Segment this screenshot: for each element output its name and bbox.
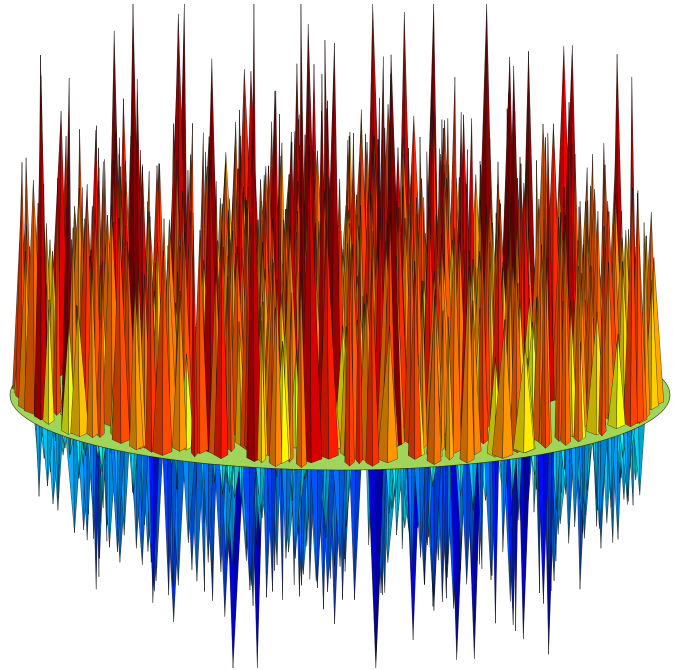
- upper-spike: [630, 187, 638, 428]
- upper-spike: [281, 341, 290, 465]
- upper-spike: [192, 213, 199, 458]
- upper-spike: [547, 133, 555, 404]
- upper-spike: [48, 299, 55, 425]
- upper-spike: [414, 261, 422, 460]
- upper-spike: [601, 225, 606, 437]
- upper-spike: [564, 223, 572, 446]
- upper-spike: [162, 250, 173, 456]
- upper-spike: [452, 228, 462, 455]
- upper-spike: [275, 279, 283, 468]
- upper-spike: [77, 306, 90, 438]
- upper-spike: [577, 265, 583, 443]
- upper-spike: [466, 266, 475, 464]
- upper-spike: [56, 178, 61, 417]
- upper-spike: [199, 230, 209, 455]
- upper-spike: [348, 223, 355, 467]
- upper-spikes: [12, 3, 664, 469]
- upper-spike: [91, 262, 99, 439]
- upper-spike: [543, 219, 551, 449]
- upper-spike: [650, 279, 659, 411]
- upper-spike: [371, 258, 380, 467]
- upper-spike: [616, 334, 626, 430]
- upper-spike: [179, 290, 188, 452]
- upper-spike: [358, 226, 363, 465]
- upper-spike: [441, 310, 445, 452]
- upper-spike: [387, 326, 398, 464]
- upper-spike: [481, 215, 489, 445]
- upper-spike: [523, 344, 535, 454]
- upper-spike: [472, 300, 482, 456]
- upper-spike: [421, 280, 428, 450]
- upper-spike: [447, 316, 454, 461]
- upper-spike: [99, 261, 105, 439]
- upper-spike: [309, 145, 323, 464]
- upper-spike: [118, 218, 131, 444]
- upper-spike: [260, 320, 267, 464]
- upper-spike: [300, 271, 307, 469]
- upper-spike: [636, 190, 644, 425]
- upper-spike: [433, 295, 442, 466]
- upper-spike: [502, 319, 514, 459]
- upper-spike: [289, 292, 294, 463]
- upper-spike: [220, 224, 229, 460]
- upper-spike: [326, 223, 339, 460]
- upper-spike: [643, 222, 651, 419]
- upper-spike: [134, 283, 144, 451]
- upper-spike: [228, 213, 235, 453]
